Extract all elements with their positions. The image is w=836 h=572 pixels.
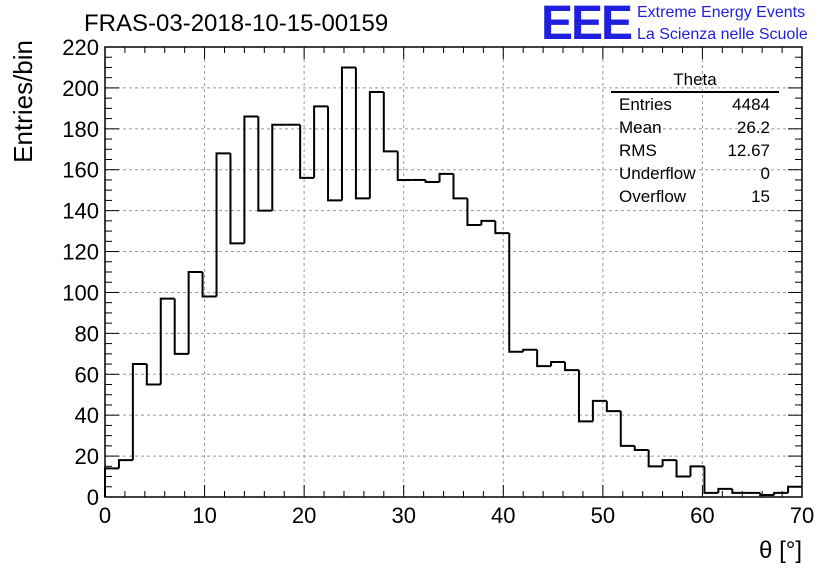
x-tick-label: 0 <box>99 503 111 528</box>
histogram-bin <box>661 459 677 467</box>
histogram-bin <box>340 66 356 201</box>
y-tick-label: 200 <box>62 76 99 101</box>
stats-value: 4484 <box>732 95 770 114</box>
stats-title: Theta <box>611 70 779 93</box>
stats-label: RMS <box>619 141 657 160</box>
histogram-bin <box>577 370 593 423</box>
y-tick-label: 180 <box>62 117 99 142</box>
histogram-bin <box>480 219 496 225</box>
stats-value: 15 <box>751 187 770 206</box>
histogram-bin <box>187 271 203 354</box>
stats-row-underflow: Underflow 0 <box>611 162 779 185</box>
logo-subtitle-1: Extreme Energy Events <box>637 4 806 21</box>
run-title: FRAS-03-2018-10-15-00159 <box>84 10 389 37</box>
y-tick-label: 80 <box>75 321 99 346</box>
y-tick-label: 0 <box>87 485 99 510</box>
stats-value: 0 <box>760 164 770 183</box>
histogram-bin <box>633 445 649 451</box>
histogram-bin <box>201 272 217 298</box>
histogram-bin <box>271 123 287 211</box>
histogram-bin <box>731 488 747 494</box>
histogram-bin <box>396 151 412 181</box>
stats-label: Underflow <box>619 164 696 183</box>
histogram-bin <box>145 364 161 386</box>
histogram-bin <box>424 179 440 183</box>
histogram-bin <box>215 152 231 297</box>
grid-lines <box>105 47 802 497</box>
axes <box>104 46 803 498</box>
x-tick-label: 10 <box>192 503 216 528</box>
histogram-bin <box>619 411 635 447</box>
histogram-bin <box>117 459 133 469</box>
stats-row-rms: RMS 12.67 <box>611 139 779 162</box>
y-tick-label: 120 <box>62 240 99 265</box>
histogram-bin <box>452 173 468 200</box>
stats-label: Entries <box>619 95 672 114</box>
histogram-bin <box>159 297 175 385</box>
histogram-bin <box>536 349 552 368</box>
histogram-bin <box>327 106 342 202</box>
y-axis-label: Entries/bin <box>8 40 38 163</box>
histogram-bin <box>564 362 579 372</box>
histogram-bin <box>494 220 510 235</box>
histogram-bin <box>647 449 663 468</box>
x-tick-label: 60 <box>690 503 714 528</box>
stats-box: Theta Entries 4484 Mean 26.2 RMS 12.67 U… <box>611 70 779 208</box>
histogram-bin <box>717 487 733 493</box>
histogram-bin <box>591 399 607 422</box>
y-tick-label: 160 <box>62 158 99 183</box>
histogram-bin <box>675 460 691 478</box>
histogram-bin <box>522 348 538 352</box>
x-tick-label: 50 <box>591 503 615 528</box>
histogram-bin <box>354 67 370 200</box>
histogram-bin <box>508 233 524 353</box>
x-tick-label: 20 <box>292 503 316 528</box>
eee-logo: EEE <box>541 0 633 50</box>
stats-row-overflow: Overflow 15 <box>611 185 779 208</box>
histogram-bin <box>229 153 245 245</box>
y-tick-label: 100 <box>62 280 99 305</box>
histogram-bin <box>104 467 119 497</box>
stats-row-entries: Entries 4484 <box>611 93 779 116</box>
y-tick-label: 20 <box>75 444 99 469</box>
logo-subtitle-2: La Scienza nelle Scuole <box>637 26 808 43</box>
x-tick-label: 40 <box>491 503 515 528</box>
histogram-bin <box>605 400 621 413</box>
histogram-bars <box>104 66 802 497</box>
histogram-bin <box>313 105 329 178</box>
histogram-bin <box>438 172 454 182</box>
stats-label: Overflow <box>619 187 687 206</box>
histogram-bin <box>689 465 705 477</box>
tick-labels: 0 10 20 30 40 50 60 70 0 20 40 60 80 100 120 140 160 180 2… <box>62 35 814 528</box>
x-axis-label: θ [°] <box>759 537 802 564</box>
stats-label: Mean <box>619 118 662 137</box>
histogram-bin <box>257 116 273 212</box>
histogram-bin <box>368 91 384 199</box>
histogram-bin <box>466 198 482 226</box>
stats-row-mean: Mean 26.2 <box>611 116 779 139</box>
histogram-bin <box>243 115 259 244</box>
y-tick-label: 60 <box>75 362 99 387</box>
y-tick-label: 220 <box>62 35 99 60</box>
x-tick-label: 30 <box>391 503 415 528</box>
y-tick-label: 140 <box>62 199 99 224</box>
histogram-bin <box>703 466 719 494</box>
histogram-bin <box>299 124 315 179</box>
histogram-bin <box>131 363 147 461</box>
histogram-bin <box>550 361 566 367</box>
histogram-bin <box>787 485 802 493</box>
histogram-bin <box>759 492 775 496</box>
stats-value: 12.67 <box>727 141 770 160</box>
histogram-bin <box>773 491 789 495</box>
histogram-bin <box>382 92 398 153</box>
x-tick-label: 70 <box>790 503 814 528</box>
y-tick-label: 40 <box>75 403 99 428</box>
stats-value: 26.2 <box>736 118 770 137</box>
histogram-bin <box>173 298 189 355</box>
